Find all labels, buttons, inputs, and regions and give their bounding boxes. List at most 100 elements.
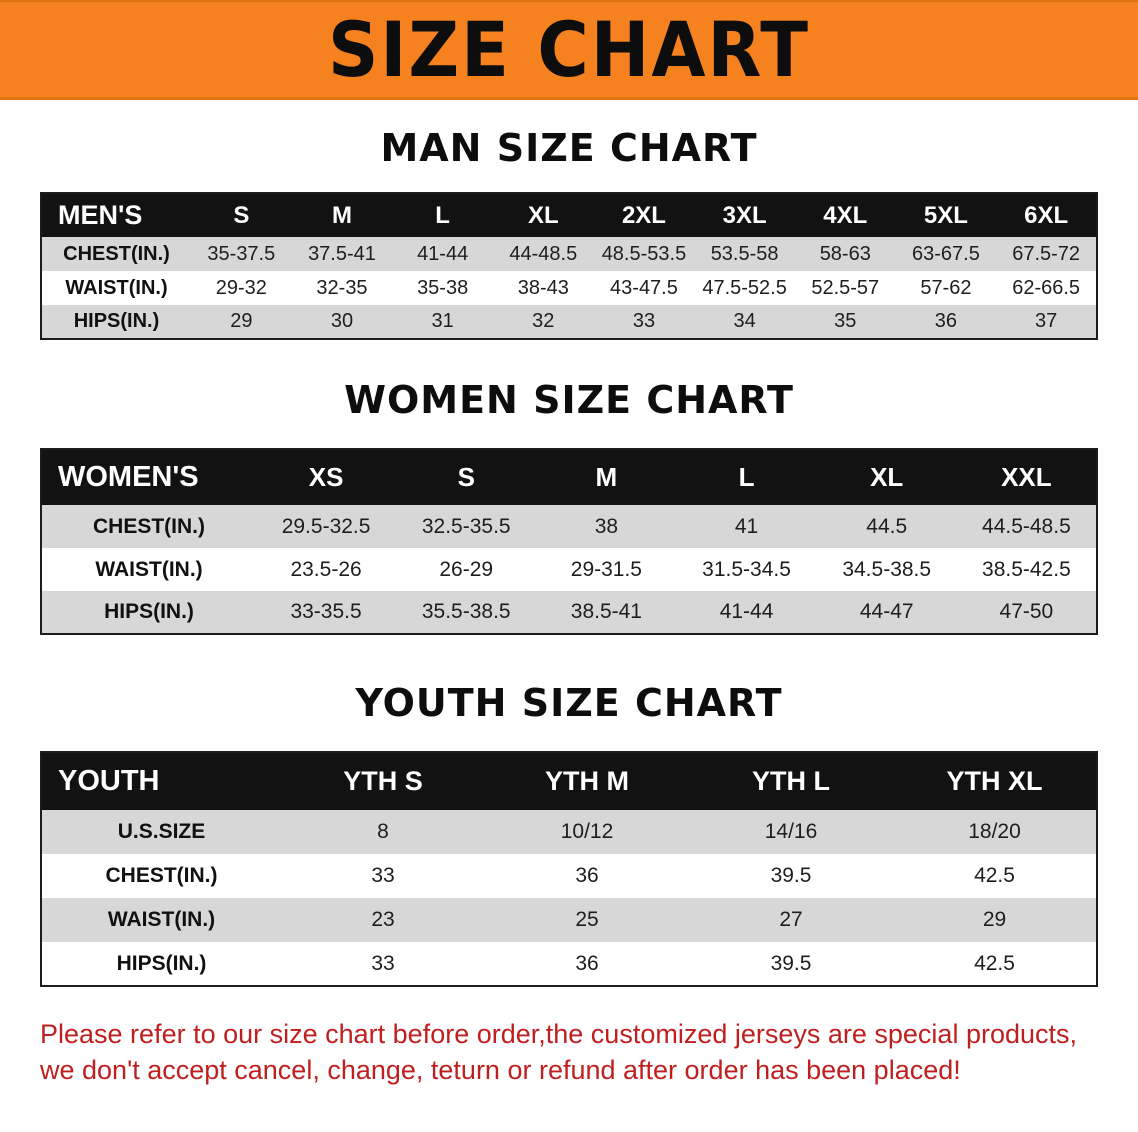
value-cell: 34 xyxy=(733,310,756,332)
value-cell: 26-29 xyxy=(439,557,494,581)
men-size-table: MEN'S S M L XL 2XL 3XL 4XL 5XL 6XL CHEST(IN.) 35-37… xyxy=(40,192,1098,340)
size-header-cell: 3XL xyxy=(694,193,795,237)
table-title-cell: YOUTH xyxy=(41,752,281,810)
value-cell: 32-35 xyxy=(316,276,368,299)
value-cell: 58-63 xyxy=(819,242,871,265)
value-cell: 36 xyxy=(575,951,599,975)
value-cell: 38-43 xyxy=(517,276,569,299)
size-header-cell: L xyxy=(676,449,817,505)
value-cell: 35.5-38.5 xyxy=(421,600,511,623)
value-cell: 29 xyxy=(230,310,253,332)
youth-section-heading: YOUTH SIZE CHART xyxy=(355,681,783,725)
value-cell: 39.5 xyxy=(770,951,812,975)
value-cell: 33 xyxy=(371,951,395,975)
table-title-cell: MEN'S xyxy=(41,193,191,237)
row-label-cell: CHEST(IN.) xyxy=(63,242,170,265)
value-cell: 67.5-72 xyxy=(1012,242,1081,265)
size-header-cell: 2XL xyxy=(593,193,695,237)
row-label-cell: WAIST(IN.) xyxy=(65,276,168,299)
value-cell: 48.5-53.5 xyxy=(601,242,687,265)
table-row: WAIST(IN.) 29-32 32-35 35-38 38-43 43-47.5 47.… xyxy=(41,271,1097,305)
value-cell: 36 xyxy=(934,310,958,332)
size-header-cell: 5XL xyxy=(895,193,997,237)
value-cell: 42.5 xyxy=(974,951,1015,975)
women-size-section: WOMEN SIZE CHART WOMEN'S XS S M L XL XXL CHEST(… xyxy=(0,378,1138,635)
value-cell: 38 xyxy=(594,514,619,538)
value-cell: 33-35.5 xyxy=(290,600,362,623)
value-cell: 44-47 xyxy=(859,600,914,623)
table-row: HIPS(IN.) 33 36 39.5 42.5 xyxy=(41,942,1097,986)
size-header-cell: XL xyxy=(816,449,957,505)
value-cell: 25 xyxy=(575,908,599,931)
row-label-cell: CHEST(IN.) xyxy=(93,514,205,538)
page-title: SIZE CHART xyxy=(327,5,811,94)
youth-size-table: YOUTH YTH S YTH M YTH L YTH XL U.S.SIZE 8 10/12… xyxy=(40,751,1098,987)
value-cell: 10/12 xyxy=(560,820,614,843)
value-cell: 44.5-48.5 xyxy=(982,514,1071,538)
value-cell: 29-32 xyxy=(215,276,267,299)
value-cell: 52.5-57 xyxy=(811,276,880,299)
value-cell: 23 xyxy=(371,908,395,931)
value-cell: 37 xyxy=(1035,310,1058,332)
value-cell: 41 xyxy=(734,514,759,538)
size-header-cell: YTH XL xyxy=(893,752,1097,810)
table-row: U.S.SIZE 8 10/12 14/16 18/20 xyxy=(41,810,1097,854)
size-header-cell: 6XL xyxy=(996,193,1097,237)
row-label-cell: U.S.SIZE xyxy=(117,820,206,843)
banner: SIZE CHART xyxy=(0,0,1138,100)
value-cell: 41-44 xyxy=(417,242,469,265)
row-label-cell: HIPS(IN.) xyxy=(73,310,160,332)
size-header-cell: YTH M xyxy=(485,752,689,810)
row-label-cell: HIPS(IN.) xyxy=(104,600,194,623)
table-header-row: YOUTH YTH S YTH M YTH L YTH XL xyxy=(41,752,1097,810)
size-header-cell: M xyxy=(291,193,393,237)
men-size-section: MAN SIZE CHART MEN'S S M L XL 2XL 3XL 4XL 5XL 6XL… xyxy=(0,126,1138,340)
value-cell: 36 xyxy=(575,864,599,887)
row-label-cell: WAIST(IN.) xyxy=(107,908,216,931)
size-header-cell: M xyxy=(536,449,677,505)
size-header-cell: S xyxy=(396,449,537,505)
value-cell: 8 xyxy=(377,820,389,843)
size-header-cell: YTH L xyxy=(689,752,893,810)
value-cell: 41-44 xyxy=(719,600,774,623)
disclaimer-line-2: we don't accept cancel, change, teturn o… xyxy=(40,1054,961,1085)
value-cell: 62-66.5 xyxy=(1012,276,1081,299)
table-row: WAIST(IN.) 23 25 27 29 xyxy=(41,898,1097,942)
value-cell: 43-47.5 xyxy=(610,276,678,299)
table-header-row: MEN'S S M L XL 2XL 3XL 4XL 5XL 6XL xyxy=(41,193,1097,237)
value-cell: 31.5-34.5 xyxy=(702,557,791,581)
size-header-cell: 4XL xyxy=(794,193,896,237)
disclaimer-line-1: Please refer to our size chart before or… xyxy=(40,1019,1078,1049)
value-cell: 33 xyxy=(632,310,656,332)
value-cell: 53.5-58 xyxy=(710,242,779,265)
women-section-heading: WOMEN SIZE CHART xyxy=(344,378,794,422)
table-row: CHEST(IN.) 33 36 39.5 42.5 xyxy=(41,854,1097,898)
value-cell: 23.5-26 xyxy=(290,557,362,581)
value-cell: 37.5-41 xyxy=(308,242,376,265)
youth-size-section: YOUTH SIZE CHART YOUTH YTH S YTH M YTH L YTH… xyxy=(0,681,1138,987)
value-cell: 38.5-41 xyxy=(570,600,642,623)
value-cell: 35-37.5 xyxy=(207,242,276,265)
value-cell: 47-50 xyxy=(999,600,1054,623)
size-header-cell: YTH S xyxy=(281,752,485,810)
value-cell: 33 xyxy=(371,864,395,887)
value-cell: 57-62 xyxy=(920,276,972,299)
row-label-cell: WAIST(IN.) xyxy=(95,557,203,581)
size-header-cell: L xyxy=(392,193,493,237)
value-cell: 29 xyxy=(982,908,1007,931)
table-header-row: WOMEN'S XS S M L XL XXL xyxy=(41,449,1097,505)
value-cell: 63-67.5 xyxy=(912,242,980,265)
value-cell: 47.5-52.5 xyxy=(702,276,787,299)
value-cell: 42.5 xyxy=(974,864,1015,887)
table-row: HIPS(IN.) 29 30 31 32 33 34 35 36 37 xyxy=(41,305,1097,339)
value-cell: 34.5-38.5 xyxy=(842,557,932,581)
table-row: WAIST(IN.) 23.5-26 26-29 29-31.5 31.5-34.5 34… xyxy=(41,548,1097,591)
value-cell: 38.5-42.5 xyxy=(982,557,1071,581)
value-cell: 32.5-35.5 xyxy=(421,514,511,538)
row-label-cell: HIPS(IN.) xyxy=(116,951,207,975)
size-header-cell: XL xyxy=(492,193,594,237)
value-cell: 32 xyxy=(532,310,555,332)
value-cell: 39.5 xyxy=(770,864,812,887)
disclaimer: Please refer to our size chart before or… xyxy=(40,1017,1138,1088)
value-cell: 30 xyxy=(330,310,354,332)
